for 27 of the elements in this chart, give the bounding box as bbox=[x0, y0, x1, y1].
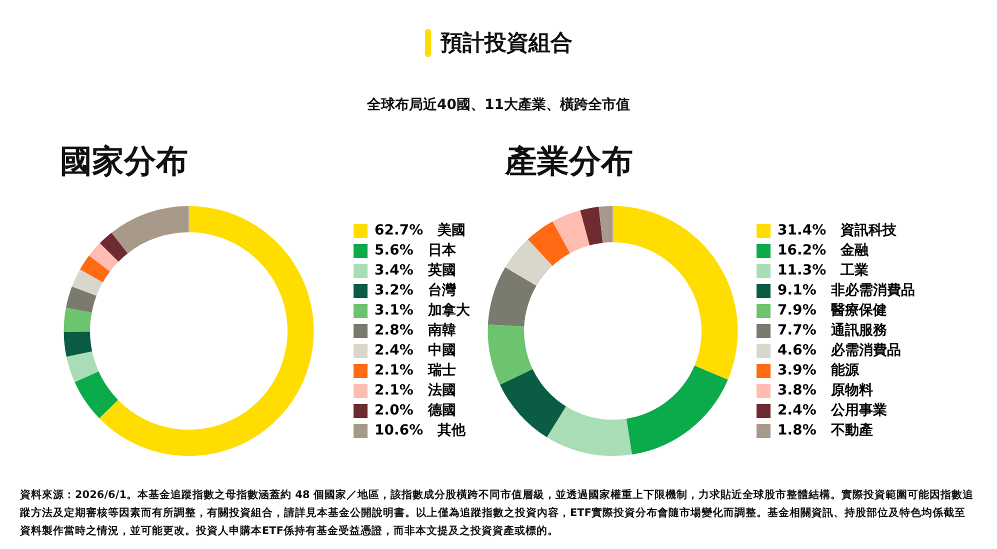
text: 全球布局近40國、11大產業、橫跨全市值 bbox=[366, 96, 631, 114]
legend-label: 11.3% 工業 bbox=[778, 262, 869, 279]
legend-label: 3.1% 加拿大 bbox=[374, 302, 471, 319]
legend-label: 2.4% 中國 bbox=[374, 342, 456, 359]
chart-title: 國家分布 bbox=[60, 141, 188, 182]
legend-label: 2.8% 南韓 bbox=[374, 322, 456, 339]
legend-label: 2.4% 公用事業 bbox=[778, 402, 888, 419]
text: 預計投資組合 bbox=[440, 30, 572, 58]
legend-label: 3.4% 英國 bbox=[374, 262, 456, 279]
legend-label: 3.9% 能源 bbox=[778, 362, 860, 379]
legend-label: 5.6% 日本 bbox=[374, 242, 457, 259]
chart-title: 產業分布 bbox=[505, 141, 633, 182]
source-note: 資料來源：2026/6/1。本基金追蹤指數之母指數涵蓋約 48 個國家／地區，該指數成分股橫跨不同市值層級，並透過國家權重上下限機制，力求貼近全球股市整體結構。實際投資範圍可能因指數追蹤方法及定期審核等因素而有所調整，有關投資組合，請詳見本基金公開說明書。以上僅為追蹤指數之投資內容，ETF實際投資分布會隨市場變化而調整。基金相關資訊、持股部位及特色均係截至資料製作當時之情況，並可能更改。投資人申購本ETF係持有基金受益憑證，而非本文提及之投資資產或標的。 bbox=[20, 488, 974, 539]
legend-label: 16.2% 金融 bbox=[778, 242, 870, 259]
legend-label: 4.6% 必需消費品 bbox=[778, 342, 902, 359]
legend-label: 3.2% 台灣 bbox=[374, 282, 457, 299]
legend-label: 2.1% 瑞士 bbox=[374, 362, 456, 379]
legend-label: 3.8% 原物料 bbox=[778, 382, 874, 399]
legend-label: 2.0% 德國 bbox=[374, 402, 456, 419]
legend-label: 9.1% 非必需消費品 bbox=[778, 282, 916, 299]
legend-label: 7.9% 醫療保健 bbox=[778, 302, 888, 319]
legend-label: 2.1% 法國 bbox=[374, 382, 456, 399]
legend-label: 10.6% 其他 bbox=[374, 422, 467, 439]
legend-label: 31.4% 資訊科技 bbox=[778, 222, 898, 239]
legend-label: 62.7% 美國 bbox=[374, 222, 466, 239]
legend-label: 7.7% 通訊服務 bbox=[778, 322, 888, 339]
legend-label: 1.8% 不動產 bbox=[778, 422, 874, 439]
